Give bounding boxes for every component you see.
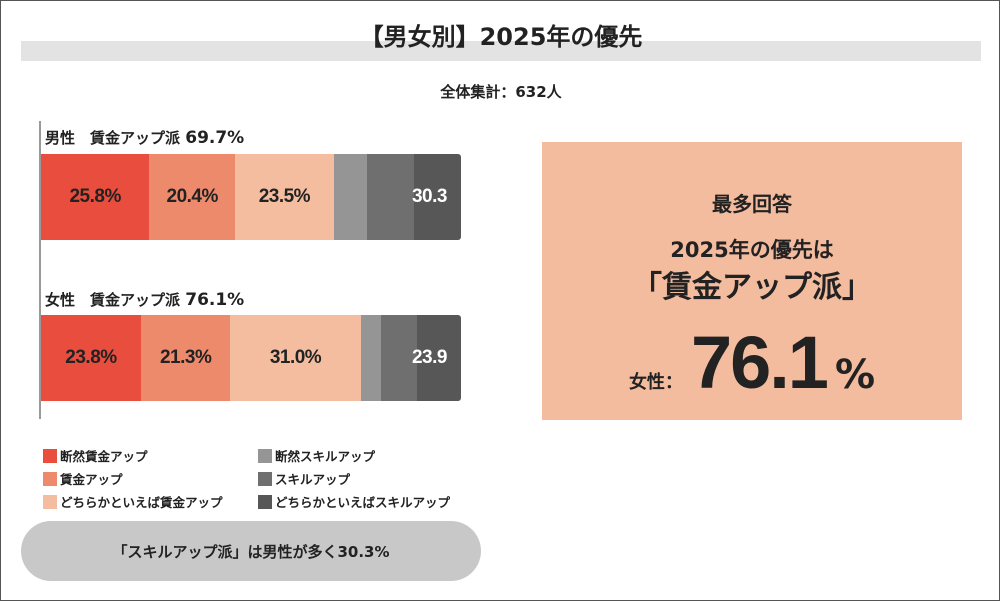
bar-segment: 31.0%: [230, 315, 361, 401]
group-label-value: 76.1%: [185, 290, 245, 310]
callout-sub: 女性：: [628, 372, 683, 393]
legend-item: どちらかといえば賃金アップ: [43, 492, 258, 511]
callout-line1: 2025年の優先は: [670, 238, 834, 262]
title-band: [21, 41, 981, 61]
legend-item: スキルアップ: [258, 469, 473, 488]
group-label-male: 男性 賃金アップ派 69.7%: [45, 127, 244, 148]
callout-unit: %: [834, 352, 876, 398]
bar-segment: 25.8%: [41, 154, 150, 240]
bar-segment: 23.5%: [235, 154, 334, 240]
data-label: 30.3: [411, 186, 447, 207]
data-label: 23.8%: [65, 347, 117, 368]
data-label: 20.4%: [166, 186, 219, 207]
bar-segment: 21.3%: [140, 315, 231, 401]
legend-swatch: [43, 448, 57, 463]
chart-title: 【男女別】2025年の優先: [359, 23, 643, 51]
group-label-text: 女性 賃金アップ派: [45, 291, 186, 309]
bar-segment: 30.3: [411, 154, 461, 240]
bar-segment: [333, 154, 367, 240]
legend-item: 断然スキルアップ: [258, 446, 473, 465]
bar-segment: 20.4%: [149, 154, 236, 240]
legend-label: どちらかといえばスキルアップ: [275, 495, 451, 510]
legend-label: 賃金アップ: [60, 472, 123, 487]
group-label-female: 女性 賃金アップ派 76.1%: [45, 289, 244, 310]
legend-item: 断然賃金アップ: [43, 446, 258, 465]
callout-heading: 最多回答: [712, 192, 792, 216]
callout-value-row: 女性： 76.1 %: [542, 320, 962, 405]
legend-item: どちらかといえばスキルアップ: [258, 492, 473, 511]
legend-label: スキルアップ: [275, 472, 351, 487]
bar-segment: 23.9: [412, 315, 461, 401]
data-label: 23.5%: [258, 186, 311, 207]
callout-box: 最多回答 2025年の優先は 「賃金アップ派」 女性： 76.1 %: [542, 142, 962, 420]
legend: 断然賃金アップ 断然スキルアップ賃金アップ スキルアップどちらかといえば賃金アップ ど…: [43, 446, 483, 511]
data-label: 25.8%: [69, 186, 121, 207]
bar-segment: [360, 315, 382, 401]
callout-value: 76.1: [690, 321, 829, 404]
legend-swatch: [43, 494, 57, 509]
bar-segment: 23.8%: [41, 315, 141, 401]
axis-line: [39, 121, 41, 419]
bar-segment: [366, 154, 414, 240]
bar-male: 25.8% 20.4% 23.5% 30.3: [41, 154, 461, 240]
legend-swatch: [43, 471, 57, 486]
callout-line2: 「賃金アップ派」: [632, 270, 872, 305]
legend-swatch: [258, 494, 272, 509]
legend-label: 断然賃金アップ: [60, 449, 148, 464]
note-pill: 「スキルアップ派」は男性が多く30.3%: [21, 521, 481, 581]
data-label: 31.0%: [269, 347, 322, 368]
legend-label: どちらかといえば賃金アップ: [60, 495, 223, 510]
legend-label: 断然スキルアップ: [275, 449, 376, 464]
legend-swatch: [258, 471, 272, 486]
bar-segment: [381, 315, 418, 401]
legend-item: 賃金アップ: [43, 469, 258, 488]
data-label: 23.9: [411, 347, 447, 368]
group-label-value: 69.7%: [185, 128, 245, 148]
data-label: 21.3%: [159, 347, 212, 368]
group-label-text: 男性 賃金アップ派: [45, 129, 186, 147]
legend-swatch: [258, 448, 272, 463]
bar-female: 23.8% 21.3% 31.0% 23.9: [41, 315, 461, 401]
total-count: 全体集計：632人: [440, 83, 562, 101]
